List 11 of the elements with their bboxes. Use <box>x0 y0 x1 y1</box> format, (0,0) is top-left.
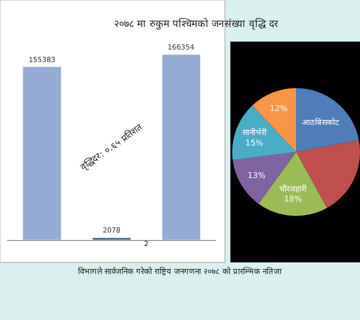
slice-label: आठबिसकोट <box>302 116 340 127</box>
data-label: 15% <box>245 138 264 148</box>
slice-label: सानीभेरी <box>242 126 268 137</box>
chart-title: २०७८ मा रुकुम पश्चिमको जनसंख्या वृद्धि दर <box>114 18 280 30</box>
pie-slice <box>232 105 296 160</box>
data-label: 18% <box>284 194 302 204</box>
data-label: 13% <box>248 170 266 180</box>
text: विभागले सार्वजनिक गरेको राष्ट्रिय जनगणना २०७८ को प्रारम्भिक नतिजा <box>78 266 282 276</box>
data-label: 12% <box>270 104 288 114</box>
slice-label: चौरजहारी <box>279 183 308 194</box>
pie-slice <box>296 88 359 152</box>
